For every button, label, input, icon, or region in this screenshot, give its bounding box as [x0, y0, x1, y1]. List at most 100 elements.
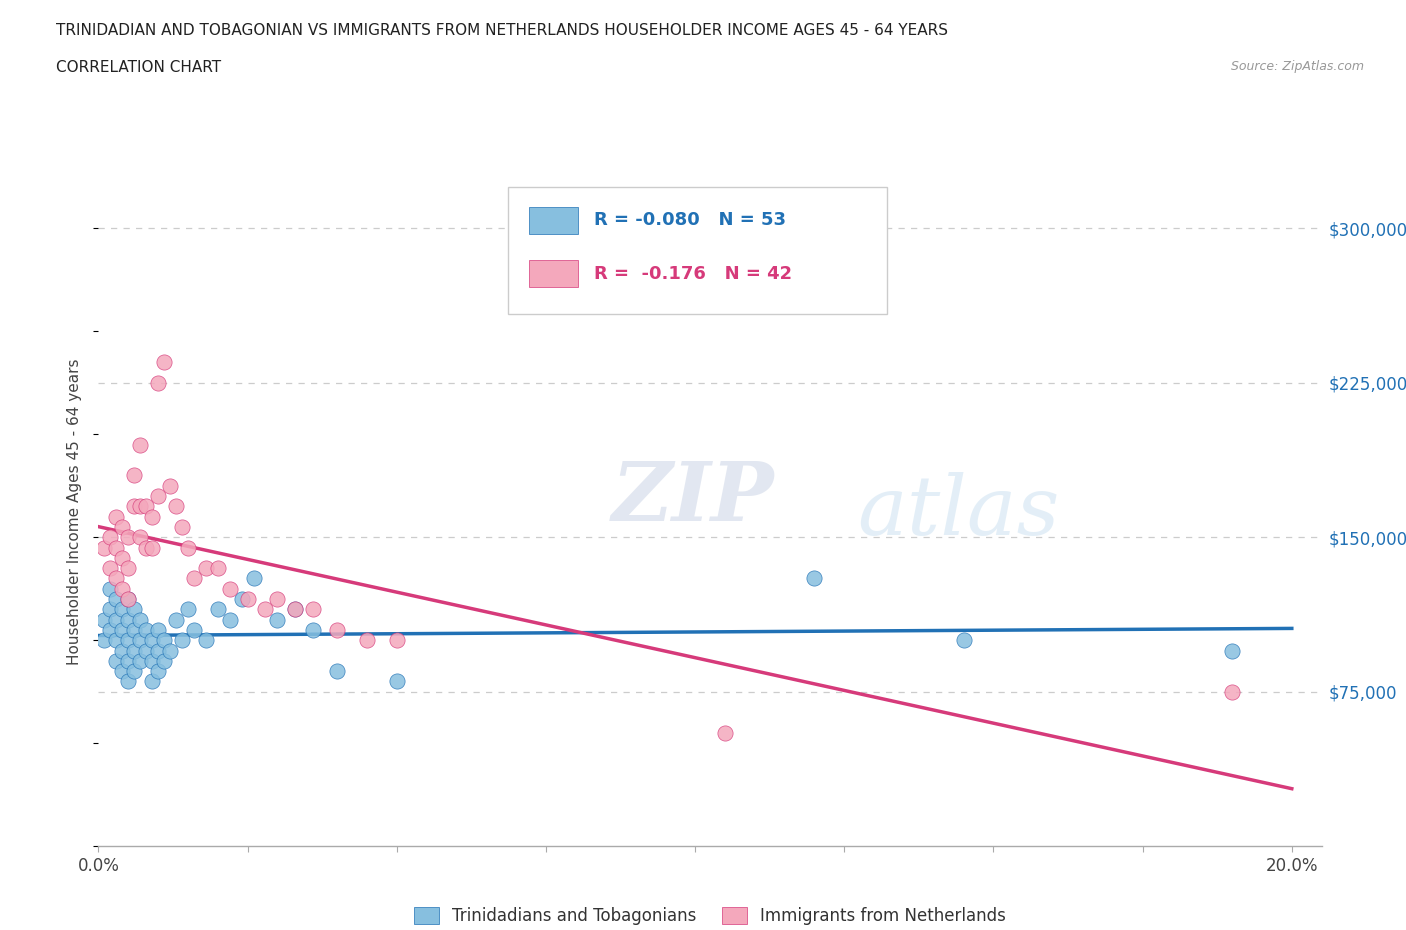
Point	[141, 654, 163, 669]
Point	[135, 644, 157, 658]
Point	[117, 674, 139, 689]
Point	[135, 622, 157, 637]
Point	[117, 591, 139, 606]
Text: R =  -0.176   N = 42: R = -0.176 N = 42	[593, 265, 792, 283]
Point	[117, 654, 139, 669]
Point	[141, 510, 163, 525]
Point	[146, 488, 169, 503]
Point	[111, 644, 134, 658]
Point	[105, 540, 128, 555]
Point	[117, 561, 139, 576]
Point	[153, 632, 176, 647]
Point	[231, 591, 253, 606]
Point	[254, 602, 277, 617]
Point	[242, 571, 264, 586]
Point	[385, 674, 408, 689]
Point	[122, 468, 145, 483]
Text: R = -0.080   N = 53: R = -0.080 N = 53	[593, 211, 786, 229]
Point	[146, 622, 169, 637]
Point	[98, 622, 121, 637]
Point	[105, 510, 128, 525]
Point	[93, 612, 115, 627]
Point	[146, 664, 169, 679]
Point	[194, 632, 217, 647]
Point	[105, 571, 128, 586]
Point	[266, 612, 288, 627]
Legend: Trinidadians and Tobagonians, Immigrants from Netherlands: Trinidadians and Tobagonians, Immigrants…	[408, 900, 1012, 930]
Point	[111, 622, 134, 637]
Point	[122, 602, 145, 617]
Point	[105, 591, 128, 606]
Point	[165, 612, 187, 627]
Point	[122, 498, 145, 513]
Point	[117, 591, 139, 606]
Point	[326, 664, 349, 679]
Point	[714, 725, 737, 740]
Y-axis label: Householder Income Ages 45 - 64 years: Householder Income Ages 45 - 64 years	[67, 358, 83, 665]
Point	[98, 581, 121, 596]
Point	[170, 520, 193, 535]
Point	[302, 602, 325, 617]
Point	[129, 498, 152, 513]
Text: ZIP: ZIP	[612, 458, 775, 538]
Point	[98, 530, 121, 545]
Point	[1220, 684, 1243, 699]
Point	[117, 632, 139, 647]
Point	[122, 622, 145, 637]
Point	[218, 612, 240, 627]
Point	[266, 591, 288, 606]
FancyBboxPatch shape	[529, 206, 578, 233]
Point	[326, 622, 349, 637]
Point	[146, 376, 169, 391]
Point	[170, 632, 193, 647]
Point	[129, 530, 152, 545]
Point	[153, 654, 176, 669]
Point	[111, 602, 134, 617]
Point	[98, 561, 121, 576]
Point	[302, 622, 325, 637]
Point	[803, 571, 825, 586]
Point	[135, 540, 157, 555]
Point	[218, 581, 240, 596]
Point	[207, 602, 229, 617]
Point	[93, 632, 115, 647]
Point	[141, 632, 163, 647]
Point	[284, 602, 307, 617]
Point	[153, 354, 176, 369]
Point	[93, 540, 115, 555]
FancyBboxPatch shape	[508, 187, 887, 314]
Point	[952, 632, 974, 647]
Point	[111, 664, 134, 679]
Text: Source: ZipAtlas.com: Source: ZipAtlas.com	[1230, 60, 1364, 73]
Point	[207, 561, 229, 576]
Point	[194, 561, 217, 576]
Point	[105, 632, 128, 647]
Point	[129, 437, 152, 452]
Point	[236, 591, 259, 606]
Text: TRINIDADIAN AND TOBAGONIAN VS IMMIGRANTS FROM NETHERLANDS HOUSEHOLDER INCOME AGE: TRINIDADIAN AND TOBAGONIAN VS IMMIGRANTS…	[56, 23, 948, 38]
Point	[129, 612, 152, 627]
Point	[177, 602, 200, 617]
Point	[177, 540, 200, 555]
Point	[111, 551, 134, 565]
Point	[146, 644, 169, 658]
Point	[117, 612, 139, 627]
Point	[183, 571, 205, 586]
Point	[98, 602, 121, 617]
Point	[284, 602, 307, 617]
Point	[159, 478, 181, 493]
FancyBboxPatch shape	[529, 260, 578, 287]
Point	[105, 654, 128, 669]
Point	[105, 612, 128, 627]
Point	[111, 581, 134, 596]
Point	[159, 644, 181, 658]
Point	[141, 674, 163, 689]
Point	[117, 530, 139, 545]
Point	[122, 644, 145, 658]
Point	[129, 632, 152, 647]
Point	[1220, 644, 1243, 658]
Text: CORRELATION CHART: CORRELATION CHART	[56, 60, 221, 75]
Text: atlas: atlas	[856, 472, 1059, 551]
Point	[141, 540, 163, 555]
Point	[385, 632, 408, 647]
